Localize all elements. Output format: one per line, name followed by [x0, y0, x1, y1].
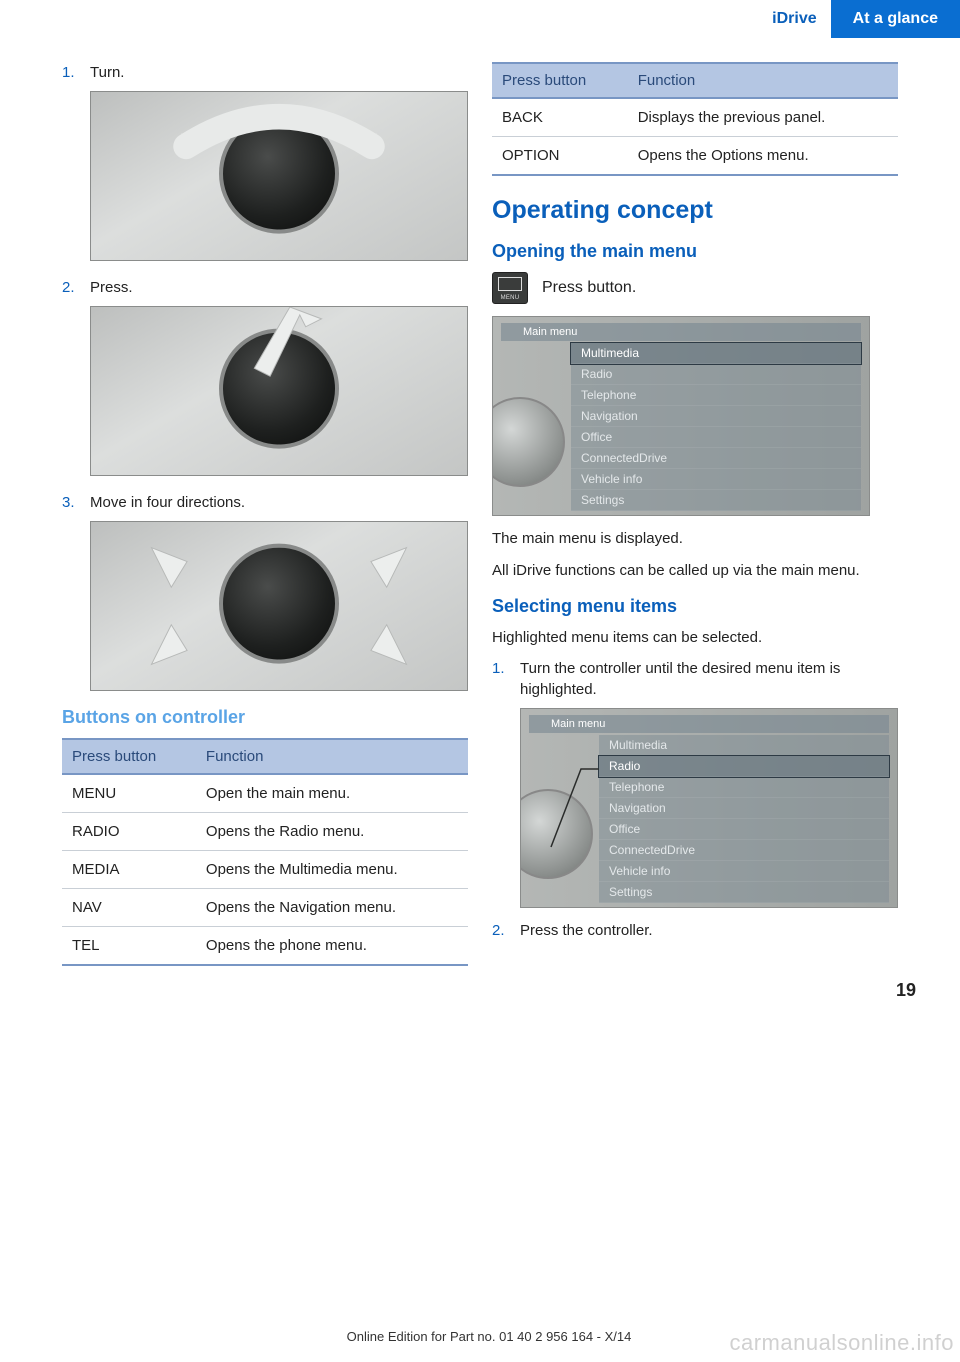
- step-text: Move in four directions.: [90, 492, 245, 513]
- table-cell: TEL: [62, 927, 196, 966]
- subsection-heading: Buttons on controller: [62, 707, 468, 728]
- table-cell: Open the main menu.: [196, 774, 468, 813]
- table-header-cell: Function: [196, 739, 468, 774]
- buttons-table-right: Press button Function BACKDisplays the p…: [492, 62, 898, 176]
- footer-line: Online Edition for Part no. 01 40 2 956 …: [347, 1329, 632, 1344]
- step-item: 1. Turn the controller until the desired…: [492, 658, 898, 700]
- table-cell: Displays the previous panel.: [628, 98, 898, 137]
- step-text: Turn.: [90, 62, 124, 83]
- watermark: carmanualsonline.info: [729, 1330, 954, 1356]
- paragraph: Highlighted menu items can be selected.: [492, 627, 898, 649]
- table-cell: MEDIA: [62, 851, 196, 889]
- screen-title: Main menu: [501, 323, 861, 341]
- step-item: 2. Press.: [62, 277, 468, 298]
- screen-menu-item: Vehicle info: [571, 469, 861, 490]
- step-text: Turn the controller until the desired me…: [520, 658, 898, 700]
- press-arrow-icon: [91, 307, 467, 475]
- table-cell: OPTION: [492, 137, 628, 176]
- figure-move: [90, 521, 468, 691]
- screen-menu-item: Multimedia: [571, 343, 861, 364]
- step-text: Press the controller.: [520, 920, 653, 941]
- table-cell: MENU: [62, 774, 196, 813]
- turn-arrows-icon: [91, 92, 467, 260]
- page-header: iDrive At a glance: [0, 0, 960, 38]
- table-row: MEDIAOpens the Multimedia menu.: [62, 851, 468, 889]
- subsection-heading: Selecting menu items: [492, 596, 898, 617]
- step-number: 2.: [62, 277, 80, 298]
- figure-press: [90, 306, 468, 476]
- table-cell: NAV: [62, 889, 196, 927]
- table-cell: BACK: [492, 98, 628, 137]
- page-content: 1. Turn. 2. Press. 3. Move in four direc…: [0, 38, 960, 976]
- screen-menu-item: Telephone: [571, 385, 861, 406]
- table-cell: RADIO: [62, 813, 196, 851]
- instruction-text: Press button.: [542, 279, 636, 297]
- header-tab-idrive: iDrive: [758, 0, 830, 38]
- table-cell: Opens the Options menu.: [628, 137, 898, 176]
- figure-main-menu-highlighted: Main menu Multimedia Radio Telephone Nav…: [520, 708, 898, 908]
- table-cell: Opens the Navigation menu.: [196, 889, 468, 927]
- screen-menu-item: ConnectedDrive: [571, 448, 861, 469]
- table-header-cell: Press button: [492, 63, 628, 98]
- step-item: 2. Press the controller.: [492, 920, 898, 941]
- paragraph: All iDrive functions can be called up vi…: [492, 560, 898, 582]
- step-number: 1.: [62, 62, 80, 83]
- table-row: MENUOpen the main menu.: [62, 774, 468, 813]
- pointer-line-icon: [521, 709, 898, 908]
- instruction-row: Press button.: [492, 272, 898, 304]
- paragraph: The main menu is displayed.: [492, 528, 898, 550]
- table-row: RADIOOpens the Radio menu.: [62, 813, 468, 851]
- step-text: Press.: [90, 277, 133, 298]
- step-item: 3. Move in four directions.: [62, 492, 468, 513]
- screen-menu-item: Navigation: [571, 406, 861, 427]
- figure-turn: [90, 91, 468, 261]
- table-header-cell: Press button: [62, 739, 196, 774]
- step-number: 1.: [492, 658, 510, 700]
- screen-menu-item: Office: [571, 427, 861, 448]
- buttons-table-left: Press button Function MENUOpen the main …: [62, 738, 468, 966]
- screen-menu-item: Settings: [571, 490, 861, 511]
- table-header-cell: Function: [628, 63, 898, 98]
- subsection-heading: Opening the main menu: [492, 241, 898, 262]
- table-row: OPTIONOpens the Options menu.: [492, 137, 898, 176]
- screen-menu-list: Multimedia Radio Telephone Navigation Of…: [571, 343, 861, 511]
- step-number: 3.: [62, 492, 80, 513]
- step-number: 2.: [492, 920, 510, 941]
- table-cell: Opens the Multimedia menu.: [196, 851, 468, 889]
- header-tab-section: At a glance: [831, 0, 960, 38]
- page-number: 19: [0, 980, 916, 1001]
- table-cell: Opens the Radio menu.: [196, 813, 468, 851]
- section-heading: Operating concept: [492, 196, 898, 225]
- screen-dial-icon: [492, 397, 565, 487]
- table-row: NAVOpens the Navigation menu.: [62, 889, 468, 927]
- table-cell: Opens the phone menu.: [196, 927, 468, 966]
- left-column: 1. Turn. 2. Press. 3. Move in four direc…: [62, 62, 468, 966]
- figure-main-menu: Main menu Multimedia Radio Telephone Nav…: [492, 316, 870, 516]
- menu-button-icon: [492, 272, 528, 304]
- step-item: 1. Turn.: [62, 62, 468, 83]
- table-row: BACKDisplays the previous panel.: [492, 98, 898, 137]
- right-column: Press button Function BACKDisplays the p…: [492, 62, 898, 966]
- four-direction-arrows-icon: [91, 522, 467, 690]
- screen-menu-item: Radio: [571, 364, 861, 385]
- table-row: TELOpens the phone menu.: [62, 927, 468, 966]
